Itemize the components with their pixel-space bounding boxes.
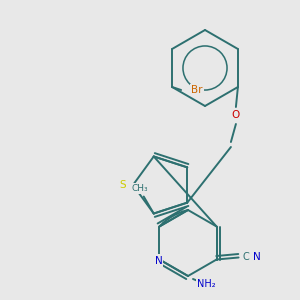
Text: O: O [232,110,240,120]
Text: S: S [120,180,126,190]
Text: Br: Br [191,85,202,95]
Text: N: N [253,253,260,262]
Text: CH₃: CH₃ [131,184,148,193]
Text: NH₂: NH₂ [197,279,215,289]
Text: N: N [154,256,162,266]
Text: C: C [242,253,249,262]
